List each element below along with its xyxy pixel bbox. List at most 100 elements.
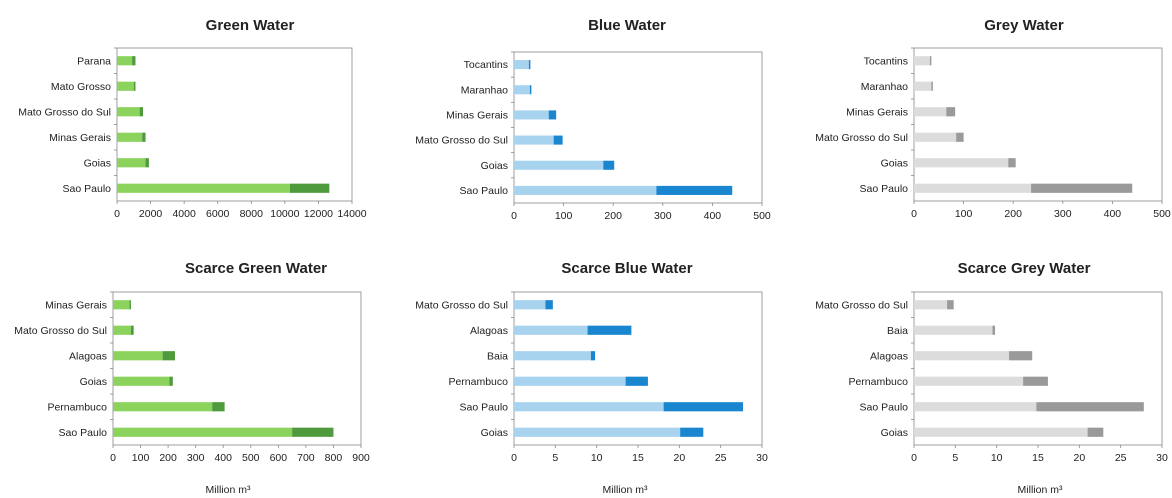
chart-title: Green Water: [206, 17, 295, 34]
bar-baia-segment-1: [514, 351, 591, 361]
bar-parana-segment-2: [132, 56, 136, 66]
x-tick-label: 10: [991, 452, 1003, 464]
category-label: Minas Gerais: [49, 132, 111, 144]
bar-sao-paulo-segment-2: [656, 185, 733, 195]
bar-goias-segment-1: [914, 158, 1009, 168]
x-tick-label: 15: [1032, 452, 1044, 464]
x-axis-label: Million m³: [603, 484, 648, 496]
bar-goias-segment-1: [117, 158, 146, 168]
category-label: Sao Paulo: [860, 401, 909, 413]
category-label: Minas Gerais: [45, 299, 107, 311]
category-label: Mato Grosso do Sul: [415, 135, 508, 147]
category-label: Goias: [84, 157, 111, 169]
bar-pernambuco-segment-1: [914, 376, 1024, 386]
category-label: Minas Gerais: [846, 106, 908, 118]
chart-title: Grey Water: [984, 17, 1064, 34]
x-tick-label: 0: [911, 452, 917, 464]
category-label: Sao Paulo: [63, 183, 112, 195]
x-tick-label: 14000: [337, 208, 366, 220]
bar-alagoas-segment-2: [587, 325, 632, 335]
bar-pernambuco-segment-1: [514, 376, 626, 386]
bar-goias-segment-1: [514, 427, 681, 437]
x-tick-label: 100: [955, 208, 973, 220]
chart-title: Blue Water: [588, 17, 666, 34]
bar-sao-paulo-segment-1: [514, 185, 657, 195]
x-tick-label: 700: [297, 452, 315, 464]
bar-minas-gerais-segment-1: [117, 132, 143, 142]
bar-minas-gerais-segment-1: [113, 300, 130, 310]
category-label: Goias: [481, 160, 508, 172]
x-tick-label: 200: [159, 452, 177, 464]
bar-mato-grosso-segment-2: [133, 81, 136, 91]
plot-frame: [116, 47, 353, 202]
plot-frame: [913, 47, 1163, 202]
category-label: Goias: [881, 427, 908, 439]
category-label: Goias: [80, 376, 107, 388]
plot-frame: [913, 291, 1163, 446]
x-tick-label: 15: [632, 452, 644, 464]
bar-sao-paulo-segment-1: [514, 402, 664, 412]
bar-baia-segment-2: [992, 325, 996, 335]
category-label: Alagoas: [69, 350, 107, 362]
x-tick-label: 0: [114, 208, 120, 220]
x-tick-label: 25: [715, 452, 727, 464]
bar-pernambuco-segment-2: [1023, 376, 1048, 386]
plot-frame: [513, 291, 763, 446]
x-tick-label: 500: [753, 210, 771, 222]
x-tick-label: 5: [552, 452, 558, 464]
category-label: Pernambuco: [848, 376, 908, 388]
x-tick-label: 500: [1153, 208, 1171, 220]
bar-sao-paulo-segment-2: [1036, 402, 1144, 412]
bar-alagoas-segment-1: [113, 351, 163, 361]
bar-mato-grosso-do-sul-segment-2: [139, 107, 144, 117]
bar-baia-segment-1: [914, 325, 993, 335]
bar-alagoas-segment-2: [1009, 351, 1033, 361]
x-tick-label: 900: [352, 452, 370, 464]
bar-mato-grosso-segment-1: [117, 81, 134, 91]
bar-maranhao-segment-1: [514, 85, 530, 95]
bar-mato-grosso-do-sul-segment-1: [113, 325, 131, 335]
bar-maranhao-segment-2: [529, 85, 532, 95]
bar-goias-segment-1: [914, 427, 1088, 437]
x-tick-label: 6000: [206, 208, 230, 220]
chart-4: Scarce Green Water Minas Gerais Mato Gross…: [14, 260, 370, 496]
chart-5: Scarce Blue Water Mato Grosso do Sul Alago…: [415, 260, 768, 496]
bar-goias-segment-2: [1008, 158, 1016, 168]
bar-tocantins-segment-1: [514, 60, 529, 70]
bar-mato-grosso-do-sul-segment-2: [545, 300, 553, 310]
category-label: Alagoas: [870, 350, 908, 362]
chart-1: Green Water Parana Mato Grosso Mato Grosso …: [18, 17, 367, 220]
bar-parana-segment-1: [117, 56, 133, 66]
x-tick-label: 10: [591, 452, 603, 464]
category-label: Mato Grosso do Sul: [815, 132, 908, 144]
bar-sao-paulo-segment-1: [914, 183, 1032, 193]
x-tick-label: 0: [511, 210, 517, 222]
x-tick-label: 0: [511, 452, 517, 464]
x-tick-label: 400: [1104, 208, 1122, 220]
bar-mato-grosso-do-sul-segment-1: [514, 135, 554, 145]
bar-goias-segment-2: [603, 160, 615, 170]
bar-minas-gerais-segment-1: [914, 107, 947, 117]
category-label: Sao Paulo: [460, 401, 509, 413]
plot-frame: [112, 291, 362, 446]
category-label: Sao Paulo: [460, 185, 509, 197]
chart-6: Scarce Grey Water Mato Grosso do Sul Baia A…: [815, 260, 1168, 496]
bar-goias-segment-2: [680, 427, 704, 437]
bar-sao-paulo-segment-2: [292, 427, 334, 437]
category-label: Baia: [487, 350, 508, 362]
bar-baia-segment-2: [590, 351, 596, 361]
bar-goias-segment-2: [169, 376, 173, 386]
bar-sao-paulo-segment-1: [117, 183, 290, 193]
category-label: Maranhao: [461, 84, 508, 96]
bar-mato-grosso-do-sul-segment-1: [914, 300, 948, 310]
x-tick-label: 400: [704, 210, 722, 222]
category-label: Mato Grosso do Sul: [415, 299, 508, 311]
plot-frame: [513, 51, 763, 204]
x-axis-label: Million m³: [1018, 484, 1063, 496]
bar-minas-gerais-segment-1: [514, 110, 549, 120]
x-tick-label: 400: [214, 452, 232, 464]
x-tick-label: 8000: [240, 208, 264, 220]
bar-sao-paulo-segment-1: [113, 427, 293, 437]
category-label: Mato Grosso do Sul: [14, 325, 107, 337]
